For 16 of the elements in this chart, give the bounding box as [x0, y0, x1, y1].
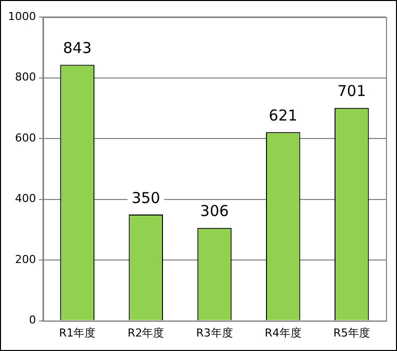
x-tick-label: R2年度 — [128, 326, 164, 340]
data-label: 350 — [132, 188, 160, 207]
x-tick-label: R4年度 — [264, 326, 302, 340]
data-label: 621 — [268, 106, 298, 125]
x-tick-label: R5年度 — [333, 326, 370, 340]
x-tick-label: R1年度 — [58, 326, 96, 340]
x-tick-label: R3年度 — [196, 326, 233, 340]
y-tick-label: 200 — [14, 252, 36, 266]
y-tick-label: 800 — [14, 70, 36, 84]
y-tick-label: 0 — [28, 314, 36, 327]
data-label: 701 — [337, 82, 366, 100]
data-label: 843 — [62, 39, 92, 58]
data-label: 306 — [200, 202, 229, 220]
y-tick-label: 400 — [14, 192, 36, 206]
y-tick-label: 1000 — [8, 10, 36, 23]
y-tick-label: 600 — [14, 131, 36, 144]
